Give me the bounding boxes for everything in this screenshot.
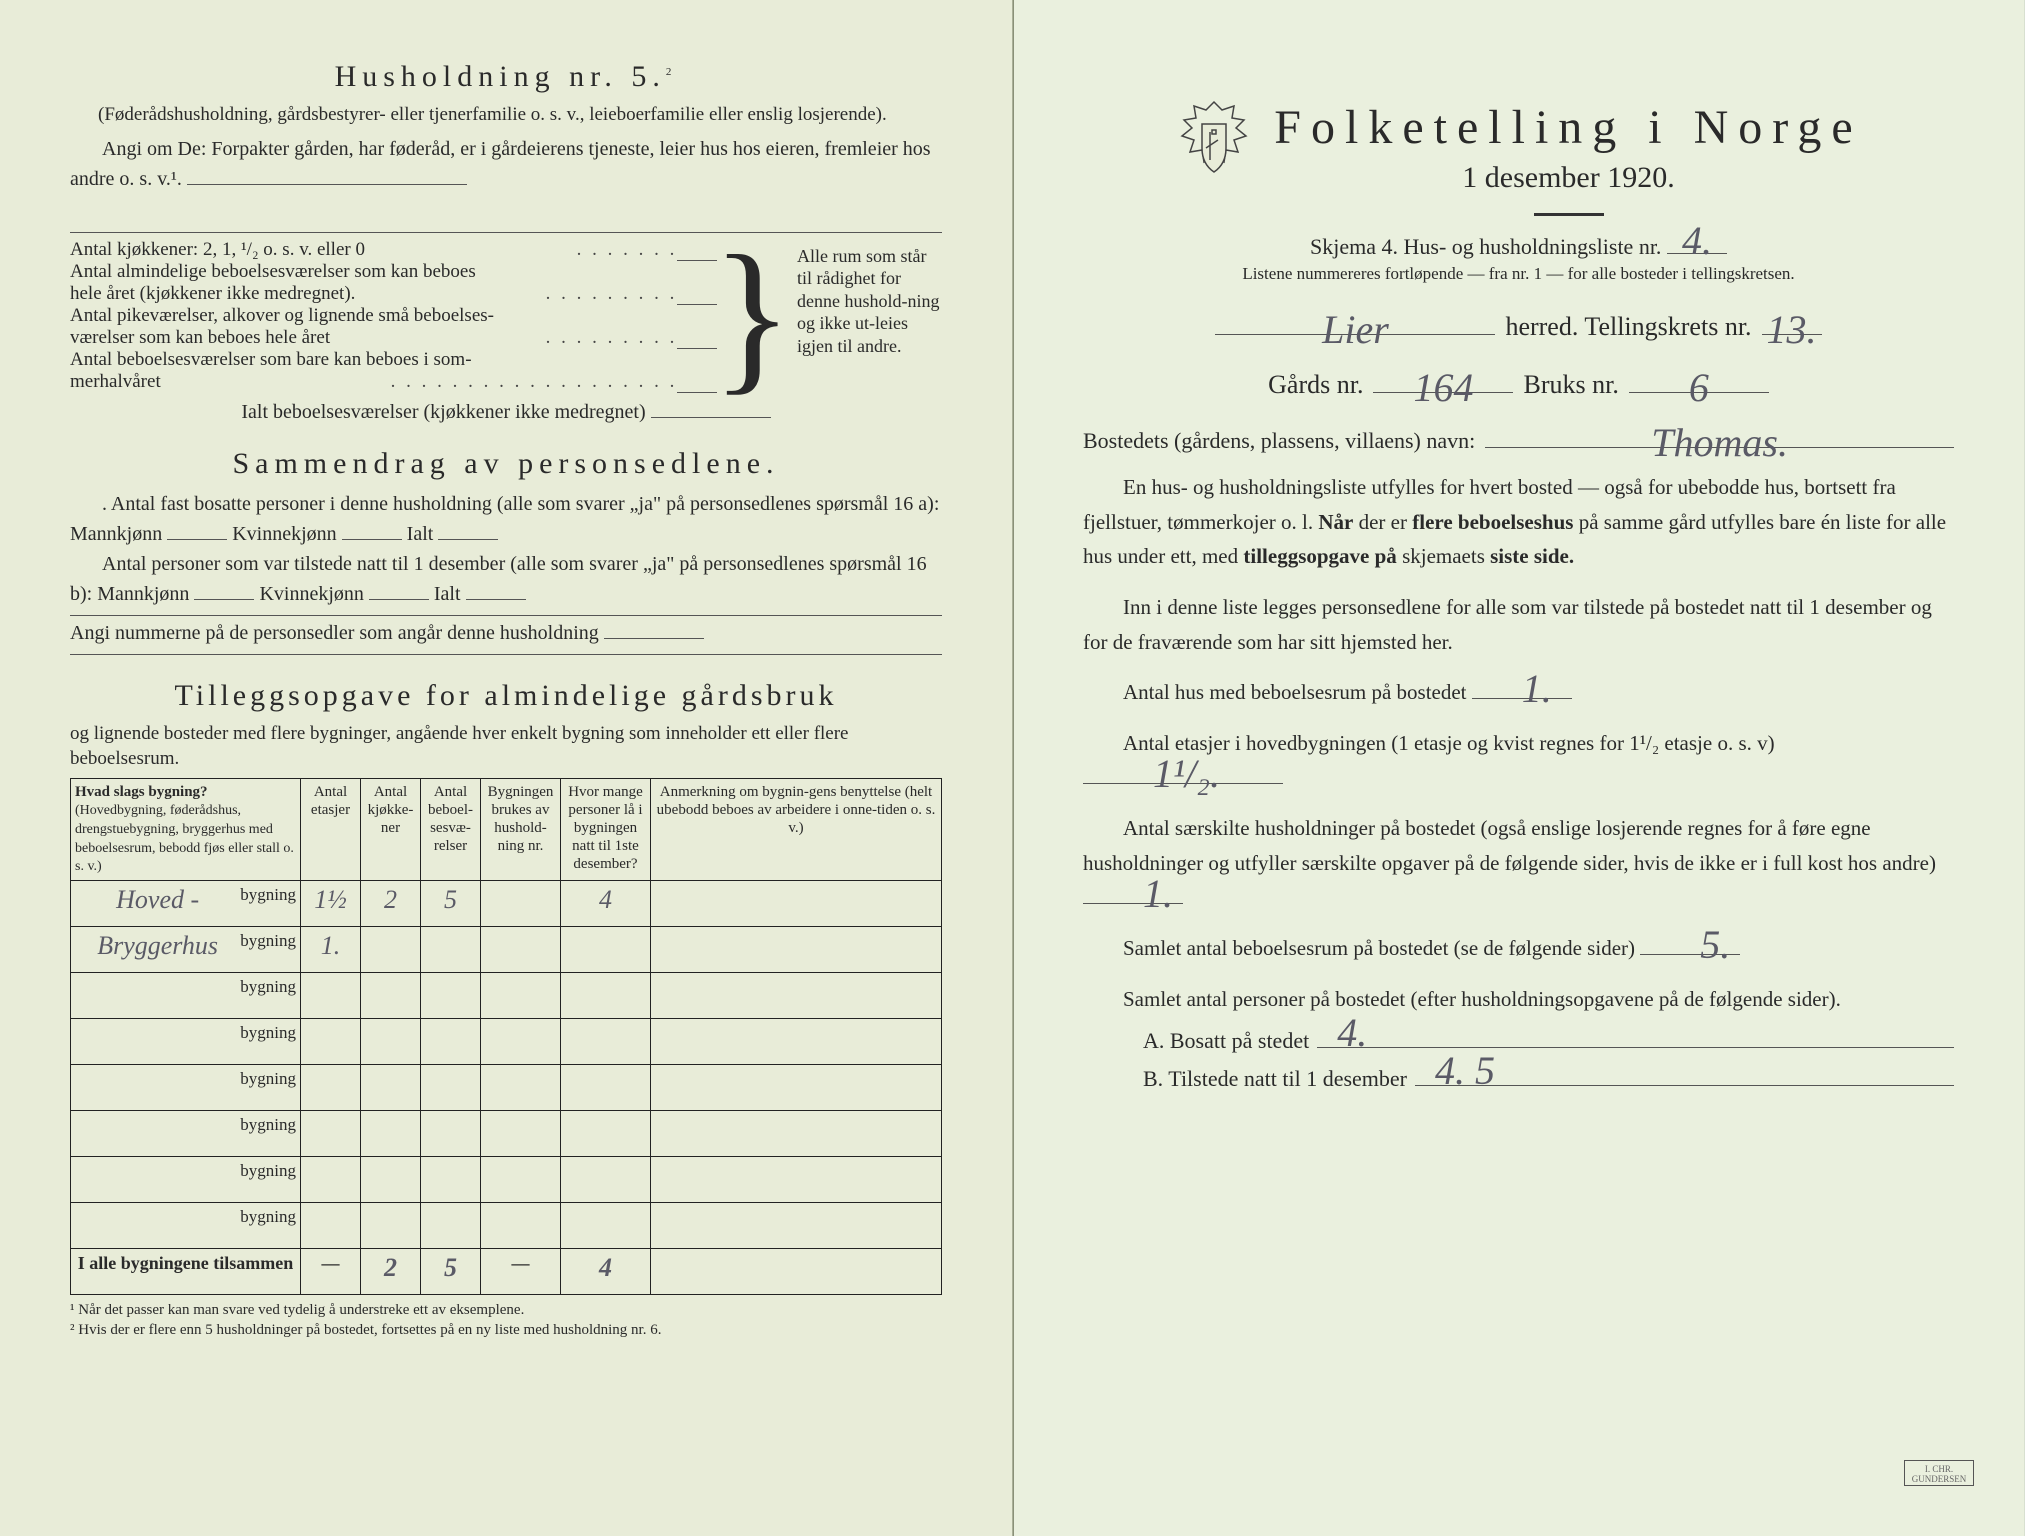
tilleg-intro: og lignende bosteder med flere bygninger… — [70, 721, 942, 772]
bosted-val: Thomas. — [1485, 419, 1954, 466]
q2: Antal etasjer i hovedbygningen (1 etasje… — [1083, 726, 1954, 795]
total-anm — [651, 1249, 942, 1295]
q4-val: 5. — [1660, 912, 1730, 978]
schema-line: Skjema 4. Hus- og husholdningsliste nr. … — [1083, 234, 1954, 260]
q5: Samlet antal personer på bostedet (efter… — [1083, 982, 1954, 1017]
household-sub: (Føderådshusholdning, gårdsbestyrer- ell… — [70, 102, 942, 128]
th-bygning-sub: (Hovedbygning, føderådshus, drengstuebyg… — [75, 803, 294, 874]
qa: A. Bosatt på stedet 4. — [1143, 1028, 1954, 1054]
krets-val: 13. — [1762, 306, 1822, 353]
total-kjokken: 2 — [384, 1253, 397, 1282]
herred-line: Lier herred. Tellingskrets nr. 13. — [1083, 312, 1954, 342]
table-row: bygning — [71, 1157, 942, 1203]
sum-p3: Angi nummerne på de personsedler som ang… — [70, 618, 942, 648]
total-beboel: 5 — [444, 1253, 457, 1282]
instr1: Angi om De: Forpakter gården, har føderå… — [70, 134, 942, 194]
household-title: Husholdning nr. 5.2 — [70, 60, 942, 94]
qa-val: 4. — [1337, 1009, 1367, 1056]
table-row: bygning — [71, 973, 942, 1019]
tilleg-title: Tilleggsopgave for almindelige gårdsbruk — [70, 679, 942, 713]
table-row: Hoved - bygning1½254 — [71, 881, 942, 927]
left-page: Husholdning nr. 5.2 (Føderådshusholdning… — [0, 0, 1012, 1536]
th-etasjer: Antal etasjer — [301, 778, 361, 880]
total-brukes: — — [481, 1249, 561, 1295]
q1-val: 1. — [1482, 656, 1552, 722]
right-page: Folketelling i Norge 1 desember 1920. Sk… — [1012, 0, 2024, 1536]
right-header: Folketelling i Norge 1 desember 1920. — [1083, 100, 1954, 234]
listnote: Listene nummereres fortløpende — fra nr.… — [1083, 264, 1954, 284]
th-personer: Hvor mange personer lå i bygningen natt … — [561, 778, 651, 880]
q2-val: 1¹/₂. — [1113, 741, 1220, 807]
main-title: Folketelling i Norge — [1274, 100, 1862, 155]
buildings-table: Hvad slags bygning? (Hovedbygning, føder… — [70, 778, 942, 1295]
th-bygning: Hvad slags bygning? — [75, 784, 208, 800]
total-personer: 4 — [599, 1253, 612, 1282]
q1: Antal hus med beboelsesrum på bostedet 1… — [1083, 675, 1954, 710]
separator — [1534, 213, 1604, 216]
qb-val: 4. 5 — [1435, 1047, 1495, 1094]
gard-line: Gårds nr. 164 Bruks nr. 6 — [1083, 370, 1954, 400]
schema-val: 4. — [1667, 217, 1727, 264]
total-etasjer: — — [301, 1249, 361, 1295]
bosted-line: Bostedets (gårdens, plassens, villaens) … — [1083, 428, 1954, 454]
th-brukes: Bygningen brukes av hushold-ning nr. — [481, 778, 561, 880]
ialt-line: Ialt beboelsesværelser (kjøkkener ikke m… — [70, 397, 942, 427]
table-row: bygning — [71, 1111, 942, 1157]
q3-val: 1. — [1103, 861, 1173, 927]
para1: En hus- og husholdningsliste utfylles fo… — [1083, 470, 1954, 574]
total-label: I alle bygningene tilsammen — [71, 1249, 301, 1295]
brace-right-text: Alle rum som står til rådighet for denne… — [797, 239, 942, 358]
th-anm: Anmerkning om bygnin-gens benyttelse (he… — [651, 778, 942, 880]
th-beboel: Antal beboel-sesvæ-relser — [421, 778, 481, 880]
q4: Samlet antal beboelsesrum på bostedet (s… — [1083, 931, 1954, 966]
crest-icon — [1174, 100, 1254, 200]
herred-val: Lier — [1215, 306, 1495, 353]
summary-title: Sammendrag av personsedlene. — [70, 447, 942, 481]
brace-block: Antal kjøkkener: 2, 1, ¹/₂ o. s. v. elle… — [70, 239, 942, 393]
q3: Antal særskilte husholdninger på bostede… — [1083, 811, 1954, 915]
printer-mark: I. CHR. GUNDERSEN — [1904, 1460, 1974, 1486]
brace-icon: } — [711, 243, 793, 388]
table-row: Bryggerhus bygning1. — [71, 927, 942, 973]
bruk-val: 6 — [1629, 364, 1769, 411]
date: 1 desember 1920. — [1274, 161, 1862, 195]
sum-p1: . Antal fast bosatte personer i denne hu… — [70, 489, 942, 549]
sum-p2: Antal personer som var tilstede natt til… — [70, 549, 942, 609]
table-row: bygning — [71, 1019, 942, 1065]
table-row: bygning — [71, 1203, 942, 1249]
table-row: bygning — [71, 1065, 942, 1111]
qb: B. Tilstede natt til 1 desember 4. 5 — [1143, 1066, 1954, 1092]
gard-val: 164 — [1373, 364, 1513, 411]
th-kjokken: Antal kjøkke-ner — [361, 778, 421, 880]
para2: Inn i denne liste legges personsedlene f… — [1083, 590, 1954, 659]
footnotes: ¹ Når det passer kan man svare ved tydel… — [70, 1301, 942, 1340]
